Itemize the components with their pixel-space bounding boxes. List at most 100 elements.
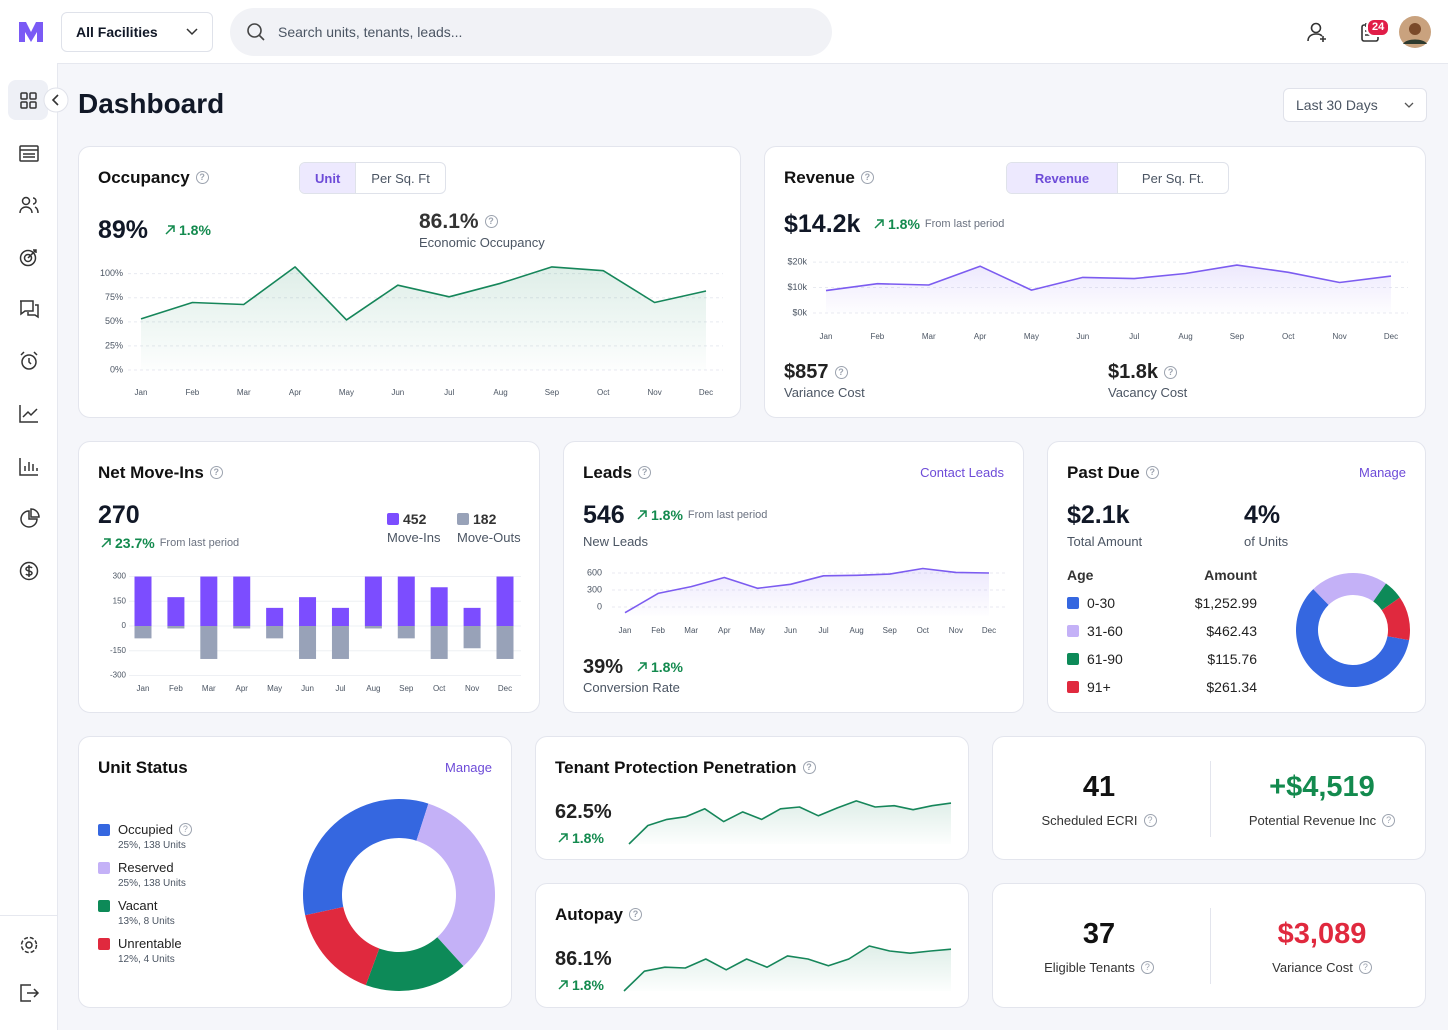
nav-dashboard[interactable] (18, 90, 40, 112)
conversion-change: 1.8% (636, 660, 683, 674)
legend-swatch (1067, 625, 1079, 637)
x-tick-label: Sep (1230, 332, 1245, 341)
avatar[interactable] (1399, 16, 1431, 48)
x-tick-label: Jun (1076, 332, 1089, 341)
help-icon[interactable] (834, 365, 848, 379)
nav-tenants[interactable] (18, 194, 40, 216)
revenue-chart: $0k $10k $20k Jan Feb Mar Apr May Jun Jul Aug Sep Oc… (787, 256, 1408, 341)
bar (430, 626, 448, 659)
kpi-change: 1.8% From last period (636, 508, 767, 522)
legend-swatch (457, 513, 469, 525)
collapse-button[interactable] (43, 87, 69, 113)
revenue-card: $0k $10k $20k Jan Feb Mar Apr May Jun Jul Aug Sep Oc… (764, 146, 1426, 418)
help-icon[interactable] (178, 823, 192, 836)
help-icon[interactable] (802, 761, 816, 774)
leads-card: 0 300 600 Jan Feb Mar Apr May Jun Jul Aug Sep Oct Nov… (563, 441, 1024, 713)
x-tick-label: Jun (784, 626, 797, 635)
help-icon[interactable] (195, 171, 209, 184)
x-tick-label: Dec (699, 388, 713, 397)
help-icon[interactable] (1164, 365, 1178, 379)
y-tick-label: 100% (100, 268, 123, 278)
range-dropdown[interactable]: Last 30 Days (1283, 88, 1427, 122)
up-arrow (558, 833, 568, 843)
title-text: Tenant Protection Penetration (555, 758, 797, 777)
nav-billing[interactable] (18, 560, 40, 582)
bar (364, 626, 382, 629)
tab[interactable]: Per Sq. Ft. (1141, 170, 1205, 186)
help-icon[interactable] (638, 466, 652, 479)
manage-link[interactable]: Manage (445, 760, 492, 775)
nav-reports[interactable] (18, 455, 40, 477)
net-move-ins-card: -300 -150 0 150 300 Jan Feb Mar Apr May Jun Jul Aug S… (78, 441, 540, 713)
age-label: 91+ (1087, 679, 1111, 695)
nav-settings[interactable] (18, 934, 40, 956)
logo[interactable] (18, 20, 44, 44)
stat-value: 37 (1082, 918, 1116, 950)
title-text: Leads (583, 463, 633, 482)
stat-label: Variance Cost (1212, 961, 1432, 974)
nav-messages[interactable] (18, 298, 40, 320)
age-label: 61-90 (1087, 651, 1123, 667)
kpi-value: 270 (98, 501, 140, 529)
stat-label: Variance Cost (784, 385, 865, 400)
nav-units[interactable] (18, 142, 40, 164)
status-detail: 25%, 138 Units (118, 841, 186, 851)
manage-link[interactable]: Manage (1359, 465, 1406, 480)
user-icon[interactable] (1305, 20, 1329, 44)
x-tick-label: Oct (433, 684, 446, 693)
stat-value: $3,089 (1277, 918, 1367, 950)
help-icon[interactable] (1145, 466, 1159, 479)
help-icon[interactable] (1143, 814, 1157, 827)
x-tick-label: Mar (684, 626, 698, 635)
status-detail: 12%, 4 Units (118, 955, 175, 965)
contact-leads-link[interactable]: Contact Leads (920, 465, 1004, 480)
nav-leads[interactable] (18, 246, 40, 268)
help-icon[interactable] (209, 466, 223, 479)
change-note: From last period (687, 508, 768, 521)
x-tick-label: Nov (1333, 332, 1347, 341)
help-icon[interactable] (1358, 961, 1372, 974)
status-detail: 25%, 138 Units (118, 879, 186, 889)
bar (299, 626, 317, 659)
tab[interactable]: Unit (300, 163, 357, 193)
kpi-label: New Leads (583, 534, 649, 549)
sparkline-chart (623, 945, 952, 992)
donut-slice (365, 937, 464, 991)
kpi-value: 86.1% (555, 948, 612, 970)
help-icon[interactable] (1140, 961, 1154, 974)
units-label: of Units (1244, 534, 1289, 549)
y-tick-label: 300 (113, 572, 127, 581)
y-tick-label: $10k (787, 282, 807, 292)
x-tick-label: Feb (185, 388, 199, 397)
help-icon[interactable] (860, 171, 874, 184)
status-detail: 13%, 8 Units (118, 917, 175, 927)
help-icon[interactable] (629, 908, 642, 921)
legend-total: 452 (403, 511, 427, 527)
search-box[interactable]: Search units, tenants, leads... (230, 8, 832, 56)
y-tick-label: 50% (105, 316, 123, 326)
nav-trends[interactable] (18, 402, 40, 424)
tab[interactable]: Per Sq. Ft (371, 170, 430, 186)
kpi-change: 23.7% From last period (100, 536, 239, 550)
nav-alarms[interactable] (18, 350, 40, 372)
x-tick-label: Apr (718, 626, 731, 635)
bar (233, 626, 251, 629)
facility-dropdown[interactable]: All Facilities (61, 12, 213, 52)
y-tick-label: 75% (105, 292, 123, 302)
title-text: Occupancy (98, 168, 190, 187)
bar (397, 576, 415, 626)
help-icon[interactable] (1382, 814, 1396, 827)
x-tick-label: Jun (391, 388, 404, 397)
y-tick-label: 600 (587, 567, 602, 577)
stat-label-text: Scheduled ECRI (1041, 813, 1138, 828)
help-icon[interactable] (484, 215, 498, 228)
nav-analytics[interactable] (18, 508, 40, 530)
status-units: 138 Units (143, 878, 186, 889)
tab[interactable]: Revenue (1007, 163, 1118, 193)
card-title: Leads (583, 463, 652, 482)
nav-logout[interactable] (18, 982, 40, 1004)
bar (266, 626, 284, 639)
x-tick-label: May (339, 388, 354, 397)
sidebar-divider (0, 915, 57, 916)
